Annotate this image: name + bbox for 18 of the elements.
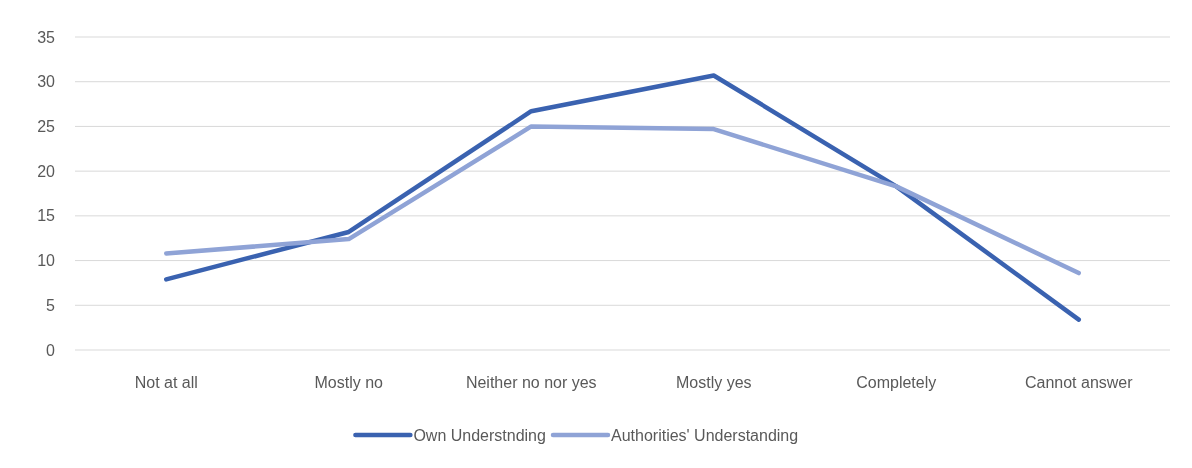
y-tick-label: 0 — [46, 341, 56, 359]
legend-label: Own Understnding — [413, 426, 546, 444]
x-tick-label: Neither no nor yes — [465, 374, 597, 391]
y-tick-label: 20 — [37, 162, 56, 180]
x-tick-label: Mostly yes — [675, 374, 752, 391]
y-tick-label: 25 — [37, 118, 56, 136]
y-tick-label: 15 — [37, 207, 56, 225]
x-tick-label: Completely — [856, 374, 937, 391]
x-tick-label: Not at all — [134, 374, 198, 391]
y-tick-label: 10 — [37, 252, 56, 270]
y-tick-label: 5 — [46, 296, 56, 314]
x-tick-label: Mostly no — [314, 374, 384, 391]
line-series — [164, 124, 1081, 276]
y-tick-label: 30 — [37, 73, 56, 91]
y-tick-label: 35 — [37, 28, 56, 46]
x-tick-label: Cannot answer — [1024, 374, 1134, 391]
legend-label: Authorities' Understanding — [611, 426, 799, 444]
line-series — [164, 73, 1081, 322]
